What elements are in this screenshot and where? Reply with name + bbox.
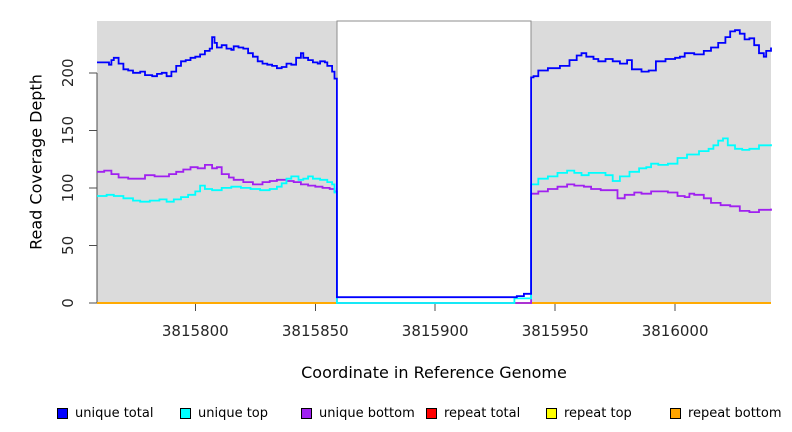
y-tick-label: 100	[59, 174, 77, 203]
series-line-unique-top	[97, 137, 772, 304]
masked-region	[336, 20, 532, 304]
y-tick-label: 50	[59, 236, 77, 255]
x-tick-label: 3815850	[282, 322, 349, 340]
series-line-unique-total	[97, 29, 772, 299]
y-tick-label: 0	[59, 298, 77, 308]
x-axis-title: Coordinate in Reference Genome	[301, 363, 567, 382]
y-tick-label: 150	[59, 116, 77, 145]
x-tick-label: 3815800	[162, 322, 229, 340]
x-tick-label: 3816000	[642, 322, 709, 340]
y-axis-title: Read Coverage Depth	[26, 74, 46, 250]
y-tick-label: 200	[59, 58, 77, 87]
x-tick-label: 3815950	[522, 322, 589, 340]
series-line-unique-bottom	[97, 164, 772, 304]
x-tick-label: 3815900	[402, 322, 469, 340]
